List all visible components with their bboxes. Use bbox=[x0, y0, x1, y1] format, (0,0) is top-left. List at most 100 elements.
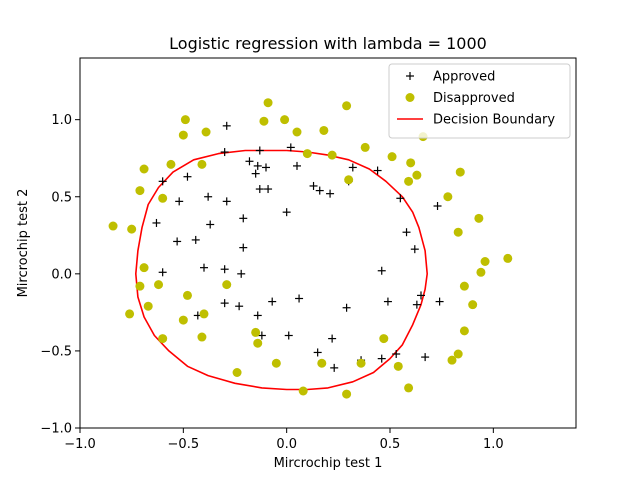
approved-point bbox=[417, 291, 425, 300]
approved-point bbox=[282, 208, 291, 217]
approved-point bbox=[330, 363, 339, 372]
disapproved-point bbox=[447, 355, 457, 365]
disapproved-point bbox=[178, 315, 188, 325]
disapproved-point bbox=[319, 125, 329, 135]
approved-point bbox=[255, 185, 264, 194]
disapproved-point bbox=[476, 267, 486, 277]
chart-title: Logistic regression with lambda = 1000 bbox=[169, 34, 487, 53]
approved-point bbox=[377, 266, 386, 275]
approved-point bbox=[257, 331, 266, 340]
y-tick-label: 1.0 bbox=[51, 113, 72, 128]
approved-point bbox=[200, 263, 208, 272]
disapproved-point bbox=[342, 389, 352, 399]
approved-point bbox=[373, 166, 382, 175]
y-tick-label: 0.0 bbox=[51, 267, 72, 282]
disapproved-point bbox=[139, 263, 149, 273]
approved-point bbox=[220, 265, 229, 274]
approved-point bbox=[286, 143, 295, 152]
approved-point bbox=[152, 218, 161, 227]
approved-point bbox=[293, 161, 301, 170]
disapproved-point bbox=[127, 224, 137, 234]
approved-point bbox=[421, 353, 430, 362]
approved-point bbox=[309, 181, 318, 190]
approved-point bbox=[204, 192, 213, 201]
approved-point bbox=[235, 302, 244, 311]
disapproved-point bbox=[271, 358, 281, 368]
y-axis-ticks: −1.0 −0.5 0.0 0.5 1.0 bbox=[40, 113, 80, 437]
approved-point bbox=[396, 194, 405, 203]
approved-point bbox=[433, 202, 442, 210]
approved-point bbox=[222, 121, 231, 130]
legend-label: Approved bbox=[433, 70, 495, 85]
disapproved-point bbox=[253, 338, 263, 348]
disapproved-point bbox=[135, 281, 145, 291]
decision-boundary-layer bbox=[135, 149, 428, 391]
disapproved-point bbox=[280, 115, 290, 125]
disapproved-point bbox=[387, 152, 397, 162]
approved-point bbox=[245, 157, 254, 166]
approved-point bbox=[412, 300, 421, 309]
legend: Approved Disapproved Decision Boundary bbox=[388, 63, 571, 139]
approved-point bbox=[410, 245, 419, 254]
disapproved-point bbox=[503, 253, 513, 263]
legend-item: Approved bbox=[406, 70, 495, 85]
disapproved-point bbox=[158, 334, 168, 344]
approved-point bbox=[253, 161, 262, 170]
disapproved-point bbox=[356, 358, 366, 368]
legend-label: Decision Boundary bbox=[433, 113, 555, 128]
approved-point bbox=[295, 294, 304, 303]
approved-point bbox=[348, 163, 357, 172]
disapproved-point bbox=[158, 193, 168, 203]
disapproved-point bbox=[379, 334, 389, 344]
y-tick-label: 0.5 bbox=[51, 190, 72, 205]
x-tick-label: 0.0 bbox=[276, 437, 297, 452]
approved-point bbox=[315, 186, 324, 195]
legend-marker-disapproved bbox=[405, 93, 415, 102]
legend-marker-approved bbox=[406, 72, 414, 80]
disapproved-point bbox=[222, 280, 232, 290]
disapproved-point bbox=[404, 176, 414, 186]
approved-point bbox=[255, 146, 264, 155]
approved-point bbox=[262, 163, 270, 172]
x-tick-label: −0.5 bbox=[168, 437, 200, 452]
x-axis-label: Mircrochip test 1 bbox=[274, 456, 383, 471]
disapproved-point bbox=[393, 361, 403, 371]
approved-point bbox=[183, 172, 192, 181]
approved-point bbox=[253, 311, 262, 320]
approved-point bbox=[268, 297, 277, 306]
disapproved-point bbox=[201, 127, 211, 137]
disapproved-point bbox=[197, 332, 207, 342]
approved-point bbox=[239, 214, 248, 223]
approved-point bbox=[435, 297, 444, 306]
disapproved-point bbox=[292, 127, 302, 137]
disapproved-point bbox=[108, 221, 118, 231]
disapproved-point bbox=[166, 159, 176, 169]
approved-point bbox=[222, 197, 231, 206]
x-tick-label: −1.0 bbox=[64, 437, 96, 452]
y-tick-label: −0.5 bbox=[40, 344, 72, 359]
approved-point bbox=[251, 169, 260, 178]
disapproved-point bbox=[197, 159, 207, 169]
disapproved-point bbox=[251, 327, 261, 337]
legend-item: Disapproved bbox=[405, 91, 515, 106]
y-tick-label: −1.0 bbox=[40, 422, 72, 437]
disapproved-point bbox=[135, 186, 145, 196]
approved-point bbox=[220, 299, 229, 308]
disapproved-point bbox=[317, 358, 327, 368]
approved-point bbox=[402, 228, 411, 237]
disapproved-point bbox=[139, 164, 149, 174]
disapproved-point bbox=[263, 98, 273, 108]
approved-point bbox=[284, 331, 293, 340]
disapproved-point bbox=[342, 101, 352, 111]
approved-point bbox=[239, 243, 248, 252]
disapproved-point bbox=[298, 386, 308, 396]
disapproved-point bbox=[327, 150, 337, 160]
disapproved-point bbox=[154, 280, 164, 290]
x-axis-ticks: −1.0 −0.5 0.0 0.5 1.0 bbox=[64, 428, 504, 452]
approved-point bbox=[191, 235, 200, 244]
disapproved-point bbox=[259, 116, 269, 126]
disapproved-point bbox=[406, 158, 416, 168]
approved-point bbox=[383, 297, 392, 306]
points-layer bbox=[108, 98, 513, 399]
